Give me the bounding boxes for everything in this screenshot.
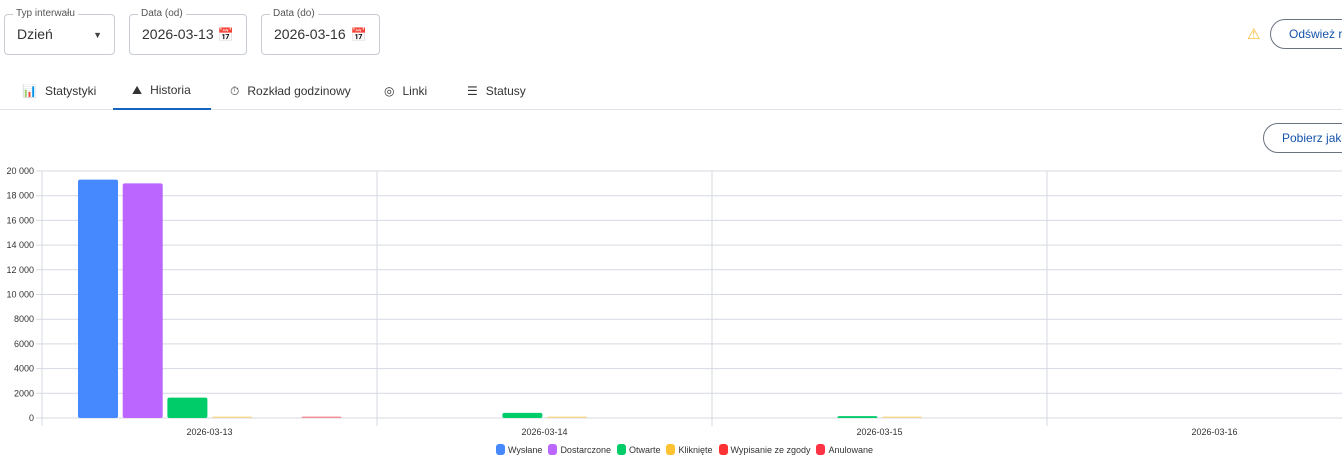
- bar-dostarczone-2026-03-13: [122, 183, 163, 418]
- y-tick-label: 10 000: [6, 290, 34, 300]
- tab-rozklad-godzinowy[interactable]: ⏱ Rozkład godzinowy: [230, 72, 351, 110]
- x-tick-label: 2026-03-16: [1191, 427, 1237, 437]
- legend-swatch: [816, 444, 826, 455]
- legend-swatch: [496, 444, 505, 455]
- legend-label: Wypisanie ze zgody: [730, 444, 811, 455]
- x-tick-label: 2026-03-13: [186, 427, 232, 437]
- date-to-field[interactable]: Data (do) 2026-03-16 📅: [261, 8, 380, 55]
- legend-label: Dostarczone: [560, 444, 611, 455]
- bar-kliknięte-2026-03-13: [212, 416, 253, 418]
- y-tick-label: 16 000: [6, 215, 34, 225]
- tab-historia[interactable]: ⛰ Historia: [113, 72, 211, 110]
- legend-label: Anulowane: [828, 444, 874, 455]
- legend-label: Wysłane: [508, 444, 543, 455]
- bar-kliknięte-2026-03-15: [882, 416, 923, 418]
- tab-statusy[interactable]: ☰ Statusy: [467, 72, 526, 110]
- legend-swatch: [548, 444, 558, 455]
- date-from-label: Data (od): [138, 8, 186, 19]
- x-tick-label: 2026-03-15: [856, 427, 902, 437]
- legend-item[interactable]: Wysłane: [496, 444, 542, 455]
- date-to-label: Data (do): [270, 8, 318, 19]
- list-icon: ☰: [467, 84, 478, 98]
- y-tick-label: 14 000: [6, 240, 34, 250]
- refresh-button[interactable]: Odśwież ra: [1270, 19, 1342, 49]
- legend-item[interactable]: Otwarte: [616, 444, 661, 455]
- caret-down-icon: ▼: [93, 30, 102, 40]
- history-bar-chart: 0 2000 4000 6000 8000 10 000 12 000 14 000 16 00…: [6, 166, 1342, 437]
- legend-item[interactable]: Dostarczone: [548, 444, 611, 455]
- calendar-icon[interactable]: 📅: [350, 27, 367, 42]
- y-tick-label: 0: [29, 413, 34, 423]
- bar-chart-icon: 📊: [22, 84, 37, 98]
- y-tick-label: 2000: [14, 388, 34, 398]
- y-tick-label: 18 000: [6, 191, 34, 201]
- legend-label: Kliknięte: [678, 444, 713, 455]
- date-from-value: 2026-03-13: [142, 26, 214, 42]
- legend-item[interactable]: Anulowane: [816, 444, 873, 455]
- interval-label: Typ interwału: [13, 8, 78, 19]
- chart-legend: Wysłane Dostarczone Otwarte Kliknięte Wypisa…: [496, 444, 873, 455]
- bar-otwarte-2026-03-15: [837, 416, 878, 418]
- legend-swatch: [666, 444, 676, 455]
- date-from-field[interactable]: Data (od) 2026-03-13 📅: [129, 8, 247, 55]
- date-to-value: 2026-03-16: [274, 26, 346, 42]
- tab-linki[interactable]: ◎ Linki: [384, 72, 427, 110]
- y-tick-label: 4000: [14, 364, 34, 374]
- legend-swatch: [616, 444, 626, 455]
- timer-icon: ⏱: [230, 83, 240, 98]
- tab-label: Rozkład godzinowy: [247, 84, 351, 98]
- area-chart-icon: ⛰: [132, 82, 143, 97]
- y-tick-label: 12 000: [6, 265, 34, 275]
- y-tick-label: 20 000: [6, 166, 34, 176]
- tab-label: Historia: [150, 83, 191, 97]
- legend-swatch: [718, 444, 728, 455]
- tab-bar: 📊 Statystyki ⛰ Historia ⏱ Rozkład godzinowy…: [0, 72, 1342, 110]
- legend-item[interactable]: Kliknięte: [666, 444, 713, 455]
- interval-value: Dzień: [17, 26, 53, 42]
- y-tick-label: 6000: [14, 339, 34, 349]
- legend-label: Otwarte: [628, 444, 661, 455]
- tab-label: Statystyki: [44, 84, 97, 98]
- click-icon: ◎: [384, 84, 395, 98]
- tab-label: Linki: [402, 84, 428, 98]
- interval-select[interactable]: Typ interwału Dzień ▼: [4, 8, 115, 55]
- bar-wysłane-2026-03-13: [78, 179, 118, 418]
- warning-icon: ⚠: [1247, 26, 1261, 43]
- bar-otwarte-2026-03-14: [502, 412, 543, 418]
- legend-item[interactable]: Wypisanie ze zgody: [718, 444, 811, 455]
- bar-anulowane-2026-03-13: [301, 416, 342, 418]
- tab-statystyki[interactable]: 📊 Statystyki: [22, 72, 96, 110]
- calendar-icon[interactable]: 📅: [217, 27, 234, 42]
- bar-otwarte-2026-03-13: [167, 397, 208, 418]
- download-button[interactable]: Pobierz jako: [1263, 123, 1342, 153]
- bar-kliknięte-2026-03-14: [547, 416, 588, 418]
- tab-label: Statusy: [485, 84, 526, 98]
- x-tick-label: 2026-03-14: [521, 427, 567, 437]
- y-tick-label: 8000: [14, 314, 34, 324]
